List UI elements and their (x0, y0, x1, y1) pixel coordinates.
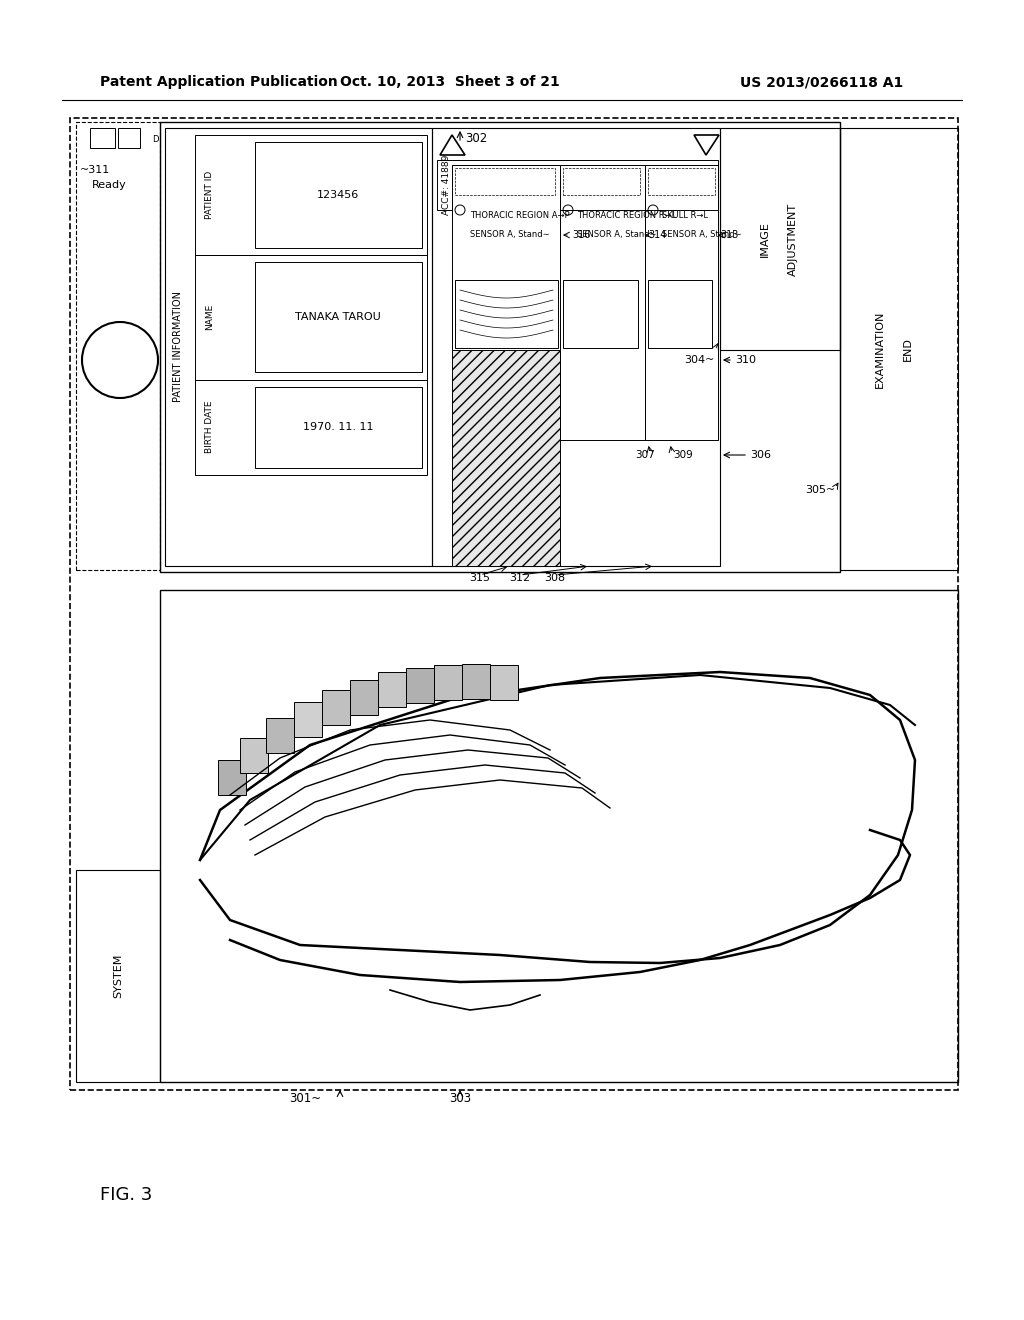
Bar (255, 143, 422, 248)
Text: NAME: NAME (206, 304, 214, 330)
Text: EXAMINATION: EXAMINATION (874, 310, 885, 388)
Text: ACC#: 41889: ACC#: 41889 (442, 154, 451, 215)
Bar (437, 160, 718, 210)
Text: SENSOR A, Stand∼: SENSOR A, Stand∼ (577, 231, 656, 239)
Bar (452, 165, 560, 350)
Bar (563, 280, 638, 348)
Text: PATIENT INFORMATION: PATIENT INFORMATION (173, 292, 183, 403)
Bar (240, 738, 268, 774)
Bar (160, 121, 840, 572)
Bar (160, 590, 958, 1082)
Text: 305~: 305~ (805, 484, 835, 495)
Text: 302: 302 (465, 132, 487, 144)
Text: ~311: ~311 (80, 165, 111, 176)
Text: Patent Application Publication: Patent Application Publication (100, 75, 338, 88)
Bar (563, 168, 640, 195)
Bar (266, 718, 294, 752)
Text: BIRTH DATE: BIRTH DATE (206, 401, 214, 453)
Text: SENSOR A, Stand∼: SENSOR A, Stand∼ (470, 231, 550, 239)
Bar (490, 665, 518, 700)
Text: 313: 313 (720, 230, 738, 240)
Text: FIG. 3: FIG. 3 (100, 1185, 153, 1204)
Bar (560, 165, 645, 440)
Bar (406, 668, 434, 704)
Text: SENSOR A, Stand∼: SENSOR A, Stand∼ (662, 231, 741, 239)
Bar (76, 870, 160, 1082)
Bar (648, 168, 715, 195)
Bar (840, 128, 958, 570)
Text: TANAKA TAROU: TANAKA TAROU (295, 312, 381, 322)
Text: PATIENT ID: PATIENT ID (206, 170, 214, 219)
Bar (90, 128, 115, 148)
Text: 309: 309 (673, 450, 693, 459)
Text: ADJUSTMENT: ADJUSTMENT (788, 202, 798, 276)
Bar (378, 672, 406, 708)
Text: 303: 303 (449, 1092, 471, 1105)
Bar (195, 135, 427, 255)
Text: Oct. 10, 2013  Sheet 3 of 21: Oct. 10, 2013 Sheet 3 of 21 (340, 75, 560, 88)
Bar (218, 760, 246, 795)
Text: US 2013/0266118 A1: US 2013/0266118 A1 (740, 75, 903, 88)
Bar (455, 168, 555, 195)
Bar (452, 165, 560, 566)
Bar (434, 665, 462, 700)
Text: THORACIC REGION R→L: THORACIC REGION R→L (577, 210, 676, 219)
Bar (195, 380, 427, 475)
Bar (645, 165, 718, 440)
Bar (195, 255, 427, 380)
Text: 307: 307 (635, 450, 655, 459)
Text: END: END (903, 337, 913, 360)
Text: Ready: Ready (92, 180, 127, 190)
Bar (294, 702, 322, 737)
Text: 315: 315 (469, 573, 490, 583)
Text: 308: 308 (545, 573, 565, 583)
Bar (255, 387, 422, 469)
Bar (455, 280, 558, 348)
Bar (70, 117, 958, 1090)
Bar (432, 128, 720, 566)
Text: 306: 306 (750, 450, 771, 459)
Text: D: D (152, 136, 159, 144)
Bar (648, 280, 712, 348)
Text: SKULL R→L: SKULL R→L (662, 210, 708, 219)
Text: 316: 316 (572, 230, 591, 240)
Text: 301~: 301~ (289, 1092, 322, 1105)
Text: THORACIC REGION A→P: THORACIC REGION A→P (470, 210, 569, 219)
Text: 314: 314 (648, 230, 667, 240)
Bar (462, 664, 490, 700)
Text: IMAGE: IMAGE (760, 220, 770, 257)
Bar (720, 128, 840, 350)
Bar (118, 128, 140, 148)
Bar (76, 121, 160, 570)
Text: SYSTEM: SYSTEM (113, 954, 123, 998)
Text: 304~: 304~ (685, 355, 715, 366)
Bar (165, 128, 432, 566)
Bar (255, 261, 422, 372)
Text: 1970. 11. 11: 1970. 11. 11 (303, 422, 374, 432)
Text: 312: 312 (509, 573, 530, 583)
Text: 123456: 123456 (316, 190, 359, 201)
Text: 310: 310 (735, 355, 756, 366)
Bar (350, 680, 378, 715)
Bar (322, 690, 350, 725)
